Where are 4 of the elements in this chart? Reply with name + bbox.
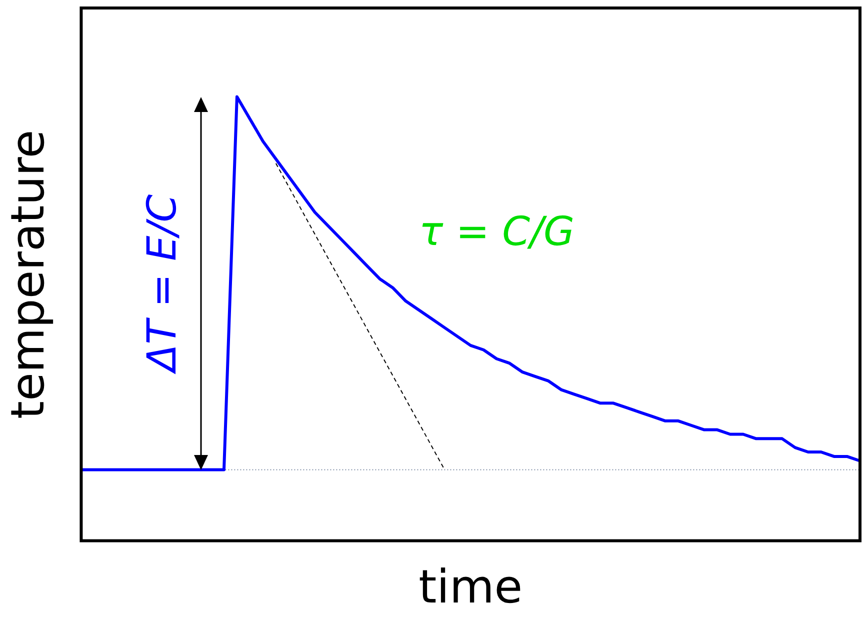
annotation: τ = C/G (419, 208, 574, 255)
y-axis-title: temperature (0, 130, 55, 419)
x-axis-title: time (418, 559, 523, 614)
annotation: ΔT = E/C (140, 194, 186, 372)
